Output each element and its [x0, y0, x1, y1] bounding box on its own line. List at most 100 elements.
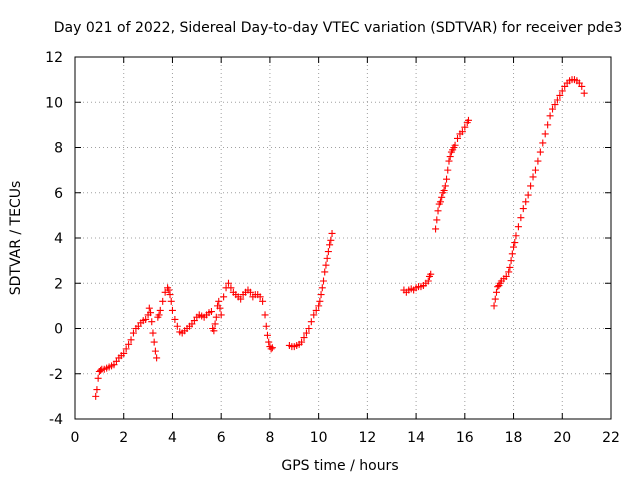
data-point [147, 309, 155, 317]
data-point [458, 128, 466, 136]
data-point [267, 345, 275, 353]
data-point [558, 87, 566, 95]
data-point [434, 207, 442, 215]
series-segment-2 [285, 229, 336, 351]
x-tick-label: 0 [71, 430, 80, 446]
x-tick-label: 4 [168, 430, 177, 446]
data-point [553, 96, 561, 104]
data-point [268, 344, 276, 352]
data-point [167, 297, 175, 305]
data-point [150, 338, 158, 346]
x-tick-label: 12 [358, 430, 376, 446]
data-point [427, 270, 435, 278]
data-point [541, 130, 549, 138]
data-point [544, 121, 552, 129]
data-point [307, 318, 315, 326]
data-point [424, 277, 432, 285]
data-point [438, 193, 446, 201]
data-point [122, 345, 130, 353]
data-point [166, 291, 174, 299]
x-tick-label: 20 [553, 430, 571, 446]
data-point [326, 241, 334, 249]
data-point [536, 148, 544, 156]
data-point [443, 175, 451, 183]
data-point [94, 374, 102, 382]
data-point [316, 297, 324, 305]
data-points [92, 76, 588, 400]
data-point [149, 329, 157, 337]
data-point [524, 191, 532, 199]
data-point [551, 101, 559, 109]
y-tick-label: 6 [54, 186, 63, 202]
data-point [531, 166, 539, 174]
data-point [505, 268, 513, 276]
data-point [302, 329, 310, 337]
y-tick-label: 10 [45, 95, 63, 111]
data-point [502, 272, 510, 280]
data-point [312, 306, 320, 314]
data-point [322, 261, 330, 269]
data-point [441, 182, 449, 190]
y-tick-label: 4 [54, 231, 63, 247]
data-point [256, 293, 264, 301]
x-tick-label: 14 [407, 430, 425, 446]
data-point [216, 304, 224, 312]
data-point [323, 254, 331, 262]
data-point [155, 311, 163, 319]
grid [75, 57, 611, 419]
y-tick-label: 0 [54, 322, 63, 338]
data-point [211, 320, 219, 328]
data-point [491, 295, 499, 303]
data-point [527, 182, 535, 190]
data-point [556, 91, 564, 99]
series-segment-1 [92, 279, 276, 400]
data-point [327, 236, 335, 244]
data-point [454, 134, 462, 142]
data-point [321, 268, 329, 276]
data-point [328, 229, 336, 237]
data-point [436, 198, 444, 206]
data-point [168, 306, 176, 314]
plot-frame [74, 56, 612, 420]
data-point [433, 216, 441, 224]
y-axis-label: SDTVAR / TECUs [8, 181, 24, 296]
series-segment-4 [432, 116, 472, 233]
data-point [440, 186, 448, 194]
data-point [142, 315, 150, 323]
data-point [511, 239, 519, 247]
data-point [444, 166, 452, 174]
data-point [210, 327, 218, 335]
data-point [145, 304, 153, 312]
data-point [159, 297, 167, 305]
data-point [156, 306, 164, 314]
chart-title: Day 021 of 2022, Sidereal Day-to-day VTE… [54, 20, 623, 36]
data-point [153, 354, 161, 362]
x-tick-label: 2 [119, 430, 128, 446]
x-tick-label: 18 [505, 430, 523, 446]
data-point [259, 297, 267, 305]
data-point [461, 123, 469, 131]
data-point [580, 89, 588, 97]
data-point [92, 392, 100, 400]
data-point [549, 105, 557, 113]
x-tick-labels: 0 2 4 6 8 10 12 14 16 18 20 22 [71, 430, 620, 446]
data-point [324, 248, 332, 256]
data-point [300, 334, 308, 342]
data-point [265, 338, 273, 346]
data-point [171, 315, 179, 323]
y-tick-label: -2 [49, 367, 63, 383]
data-point [519, 205, 527, 213]
data-point [534, 157, 542, 165]
data-point [446, 153, 454, 161]
x-tick-label: 22 [602, 430, 620, 446]
data-point [120, 349, 128, 357]
series-segment-5 [490, 76, 588, 310]
x-tick-label: 8 [265, 430, 274, 446]
data-point [207, 308, 215, 316]
data-point [507, 257, 515, 265]
data-point [173, 322, 181, 330]
data-point [227, 284, 235, 292]
data-point [151, 347, 159, 355]
data-point [315, 302, 323, 310]
data-point [161, 288, 169, 296]
